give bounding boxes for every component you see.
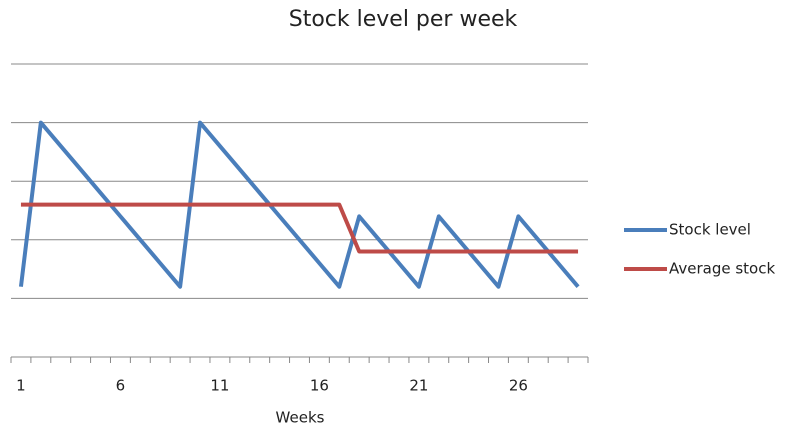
x-tick-label: 26 — [509, 377, 528, 395]
chart-title: Stock level per week — [289, 7, 518, 32]
series-line — [18, 120, 580, 289]
legend-label: Stock level — [669, 221, 751, 239]
series-line — [20, 202, 579, 254]
legend-label: Average stock — [669, 260, 775, 278]
x-tick-label: 6 — [116, 377, 126, 395]
x-tick-label: 21 — [409, 377, 428, 395]
x-tick-label: 1 — [16, 377, 26, 395]
x-tick-label: 16 — [310, 377, 329, 395]
x-axis-label: Weeks — [276, 409, 325, 427]
x-tick-label: 11 — [210, 377, 229, 395]
